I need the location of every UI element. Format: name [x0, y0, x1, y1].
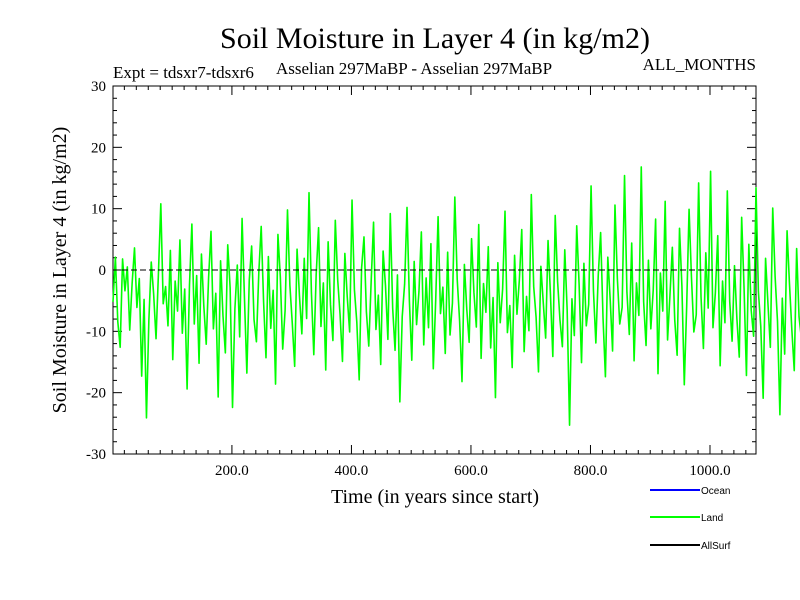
- y-tick-label: -20: [86, 386, 106, 402]
- legend-ocean-label: Ocean: [701, 486, 730, 497]
- legend-land-label: Land: [701, 513, 723, 524]
- experiment-label: Expt = tdsxr7-tdsxr6: [113, 63, 254, 82]
- y-tick-label: 30: [91, 79, 106, 95]
- x-tick-label: 400.0: [335, 463, 369, 479]
- plot-area: 200.0 400.0 600.0 800.0 1000.0 -30 -20 -10 0 10 2…: [86, 79, 800, 479]
- x-axis-title: Time (in years since start): [331, 486, 539, 508]
- y-tick-label: 20: [91, 140, 106, 156]
- y-tick-label: 10: [91, 202, 106, 218]
- legend-allsurf-label: AllSurf: [701, 541, 731, 552]
- x-tick-labels: 200.0 400.0 600.0 800.0 1000.0: [215, 463, 731, 479]
- months-label: ALL_MONTHS: [643, 55, 756, 74]
- land-series-line: [112, 166, 800, 426]
- x-tick-label: 800.0: [574, 463, 608, 479]
- legend: Ocean Land AllSurf: [650, 486, 731, 552]
- y-tick-label: -30: [86, 447, 106, 463]
- x-tick-label: 600.0: [454, 463, 488, 479]
- y-tick-label: 0: [99, 263, 107, 279]
- y-axis-title: Soil Moisture in Layer 4 (in kg/m2): [49, 127, 71, 414]
- chart-title: Soil Moisture in Layer 4 (in kg/m2): [220, 22, 650, 55]
- x-tick-label: 200.0: [215, 463, 249, 479]
- y-tick-labels: -30 -20 -10 0 10 20 30: [86, 79, 106, 463]
- period-label: Asselian 297MaBP - Asselian 297MaBP: [276, 59, 552, 78]
- x-tick-label: 1000.0: [689, 463, 730, 479]
- y-tick-label: -10: [86, 324, 106, 340]
